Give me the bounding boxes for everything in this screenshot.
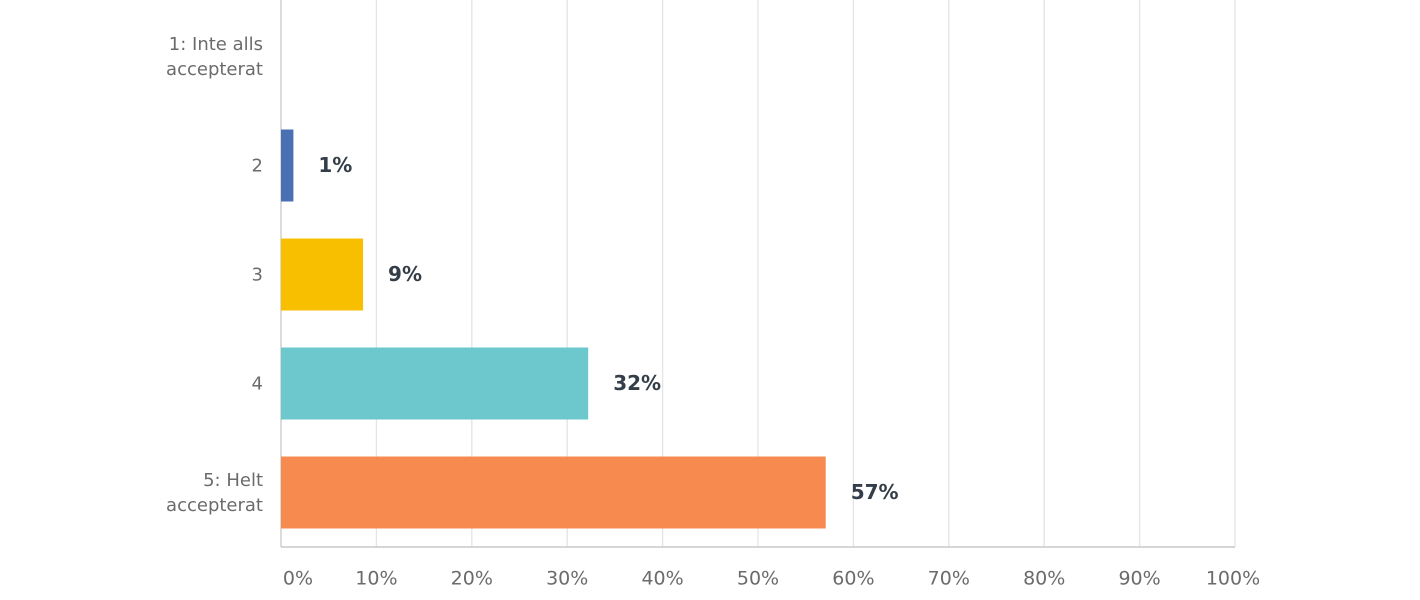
value-label: 1% bbox=[318, 153, 352, 177]
x-tick-label: 50% bbox=[737, 568, 779, 590]
bar bbox=[281, 347, 589, 420]
bar bbox=[281, 456, 826, 529]
x-tick-label: 100% bbox=[1206, 568, 1260, 590]
value-label: 9% bbox=[388, 262, 422, 286]
y-tick-label: 4 bbox=[251, 373, 263, 394]
value-label: 57% bbox=[851, 480, 899, 504]
bar bbox=[281, 129, 294, 202]
x-tick-label: 10% bbox=[355, 568, 397, 590]
y-tick-label: 3 bbox=[251, 264, 263, 285]
x-tick-label: 40% bbox=[641, 568, 683, 590]
x-tick-label: 20% bbox=[451, 568, 493, 590]
y-tick-label: 1: Inte alls accepterat bbox=[166, 33, 263, 80]
value-label: 32% bbox=[613, 371, 661, 395]
bar bbox=[281, 238, 364, 311]
x-tick-label: 80% bbox=[1023, 568, 1065, 590]
y-tick-label: 2 bbox=[251, 155, 263, 176]
x-tick-label: 70% bbox=[928, 568, 970, 590]
x-tick-label: 0% bbox=[283, 568, 313, 590]
y-tick-label: 5: Helt accepterat bbox=[166, 469, 263, 516]
x-tick-label: 60% bbox=[832, 568, 874, 590]
x-tick-label: 90% bbox=[1118, 568, 1160, 590]
x-tick-label: 30% bbox=[546, 568, 588, 590]
